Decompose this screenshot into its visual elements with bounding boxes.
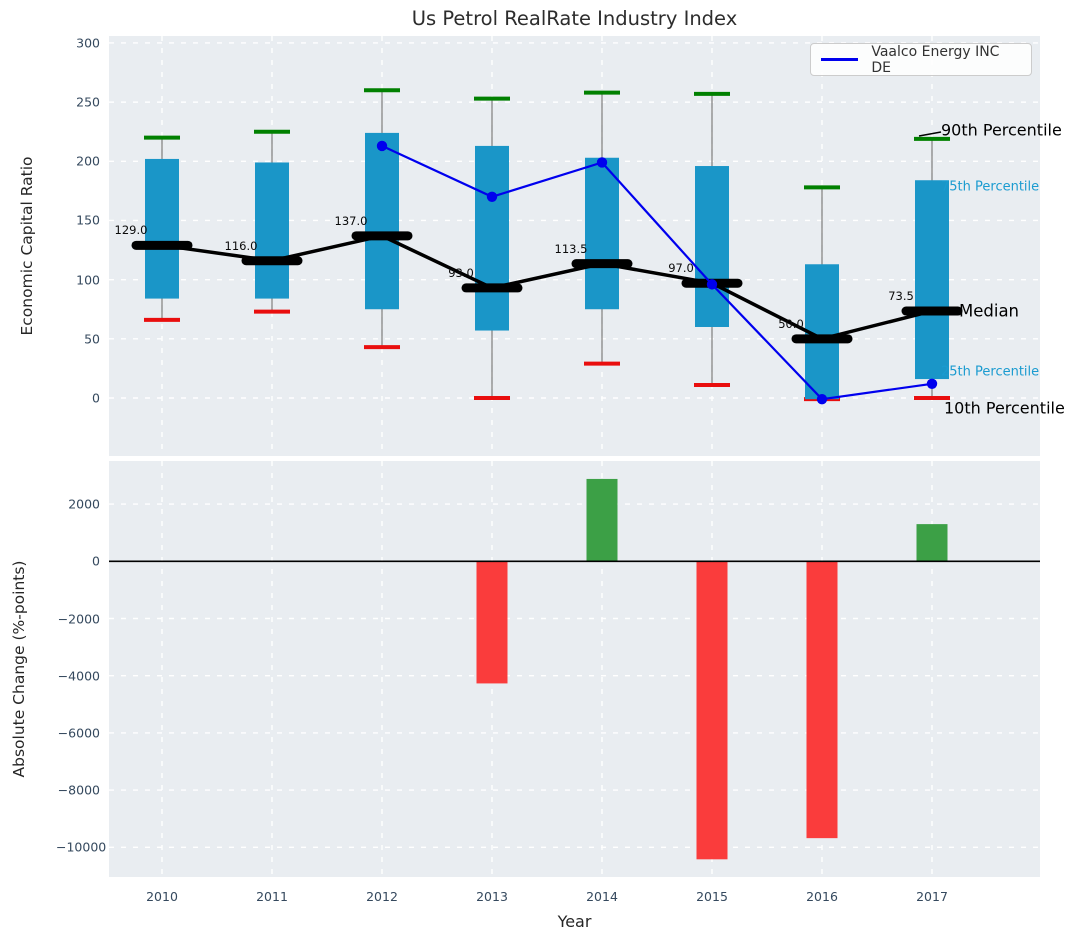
bottom-y-tick-label: 2000 (68, 496, 100, 512)
box-2014 (585, 157, 619, 310)
top-y-tick-label: 0 (92, 390, 100, 406)
top-y-axis-label: Economic Capital Ratio (18, 156, 36, 336)
change-bar-2014 (586, 478, 618, 562)
box-2012 (365, 132, 399, 310)
bottom-chart-canvas (109, 461, 1040, 877)
median-value-label-2011: 116.0 (224, 238, 258, 253)
top-chart-canvas (109, 36, 1040, 456)
top-y-tick-label: 50 (84, 331, 100, 347)
bottom-y-tick-label: −8000 (57, 782, 100, 798)
x-tick-label-2013: 2013 (476, 889, 508, 904)
top-y-tick-label: 100 (76, 272, 100, 288)
top-axes (109, 36, 1040, 456)
bottom-y-tick-label: −4000 (57, 668, 100, 684)
company-line (381, 144, 933, 401)
change-bar-2017 (916, 524, 948, 562)
median-value-label-2012: 137.0 (334, 213, 368, 228)
x-tick-label-2017: 2017 (916, 889, 948, 904)
change-bar-2013 (476, 561, 508, 684)
box-2010 (145, 158, 179, 299)
legend-line-sample (821, 58, 859, 61)
top-y-tick-label: 200 (76, 153, 100, 169)
top-y-tick-label: 250 (76, 94, 100, 110)
box-2011 (255, 162, 289, 299)
change-bar-2015 (696, 561, 728, 860)
bottom-y-tick-label: −10000 (56, 839, 107, 855)
x-axis-label: Year (557, 912, 592, 931)
x-tick-label-2012: 2012 (366, 889, 398, 904)
annotation-75th-percentile: 75th Percentile (941, 179, 1040, 195)
median-value-label-2014: 113.5 (554, 241, 588, 256)
company-point-2016 (816, 393, 828, 405)
legend: Vaalco Energy INC DE (810, 43, 1032, 76)
median-value-label-2016: 50.0 (778, 316, 804, 331)
x-tick-label-2010: 2010 (146, 889, 178, 904)
x-tick-label-2014: 2014 (586, 889, 618, 904)
legend-label: Vaalco Energy INC DE (871, 43, 1000, 76)
annotation-10th-percentile: 10th Percentile (944, 398, 1065, 418)
median-value-label-2017: 73.5 (888, 289, 914, 303)
annotation-median: Median (959, 301, 1020, 321)
company-point-2012 (376, 140, 388, 152)
box-2017 (915, 180, 949, 380)
x-tick-label-2011: 2011 (256, 889, 288, 904)
annotation-leader-line (918, 131, 942, 137)
x-tick-label-2015: 2015 (696, 889, 728, 904)
median-value-label-2010: 129.0 (114, 223, 148, 238)
box-2015 (695, 166, 729, 327)
company-point-2014 (596, 157, 608, 168)
bottom-y-tick-label: −2000 (57, 611, 100, 626)
company-point-2013 (486, 191, 498, 203)
box-2013 (475, 145, 509, 331)
company-point-2017 (926, 378, 938, 389)
bottom-y-tick-label: 0 (92, 553, 100, 569)
bottom-y-axis-label: Absolute Change (%-points) (10, 560, 28, 778)
x-tick-label-2016: 2016 (806, 889, 838, 904)
top-y-tick-label: 150 (76, 212, 100, 228)
bottom-y-tick-label: −6000 (57, 725, 100, 741)
median-value-label-2015: 97.0 (668, 261, 694, 276)
company-point-2015 (706, 279, 718, 290)
median-value-label-2013: 93.0 (448, 265, 474, 280)
chart-title: Us Petrol RealRate Industry Index (411, 7, 738, 30)
top-y-tick-label: 300 (76, 35, 100, 51)
change-bar-2016 (806, 561, 838, 839)
annotation-25th-percentile: 25th Percentile (941, 364, 1040, 380)
annotation-90th-percentile: 90th Percentile (941, 120, 1062, 140)
bottom-axes (109, 461, 1040, 877)
